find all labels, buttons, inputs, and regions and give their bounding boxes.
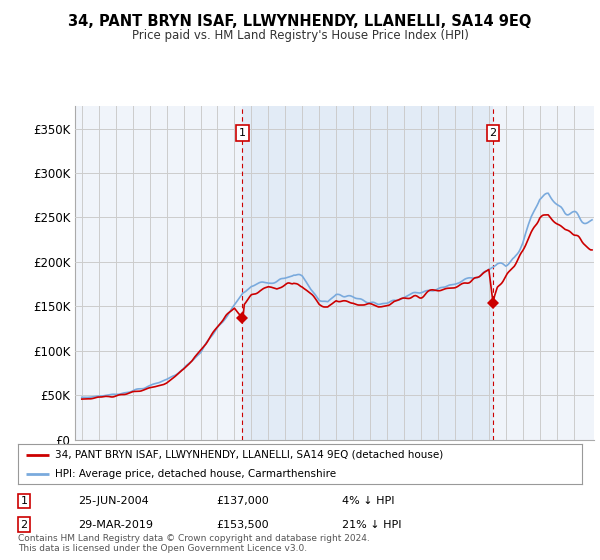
Text: Price paid vs. HM Land Registry's House Price Index (HPI): Price paid vs. HM Land Registry's House …: [131, 29, 469, 42]
Bar: [242, 106, 493, 440]
Text: HPI: Average price, detached house, Carmarthenshire: HPI: Average price, detached house, Carm…: [55, 469, 336, 479]
Text: 21% ↓ HPI: 21% ↓ HPI: [342, 520, 401, 530]
Text: 29-MAR-2019: 29-MAR-2019: [78, 520, 153, 530]
Text: Contains HM Land Registry data © Crown copyright and database right 2024.
This d: Contains HM Land Registry data © Crown c…: [18, 534, 370, 553]
Text: £137,000: £137,000: [216, 496, 269, 506]
Text: 1: 1: [239, 128, 246, 138]
Text: 34, PANT BRYN ISAF, LLWYNHENDY, LLANELLI, SA14 9EQ (detached house): 34, PANT BRYN ISAF, LLWYNHENDY, LLANELLI…: [55, 450, 443, 460]
Text: 2: 2: [20, 520, 28, 530]
Text: 2: 2: [490, 128, 496, 138]
Text: 25-JUN-2004: 25-JUN-2004: [78, 496, 149, 506]
Text: £153,500: £153,500: [216, 520, 269, 530]
Text: 4% ↓ HPI: 4% ↓ HPI: [342, 496, 395, 506]
Text: 1: 1: [20, 496, 28, 506]
Text: 34, PANT BRYN ISAF, LLWYNHENDY, LLANELLI, SA14 9EQ: 34, PANT BRYN ISAF, LLWYNHENDY, LLANELLI…: [68, 14, 532, 29]
